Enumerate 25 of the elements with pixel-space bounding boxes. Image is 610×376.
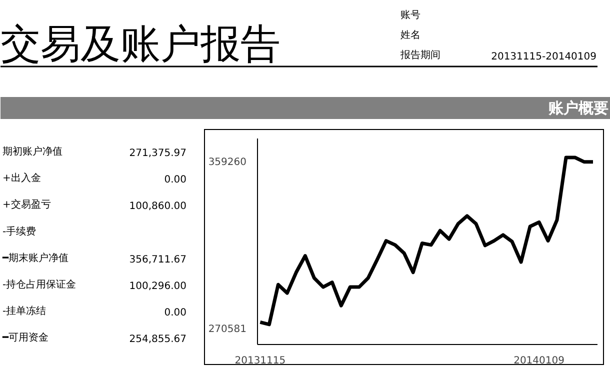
- text: 100,860.00: [129, 201, 187, 212]
- category-label: -手续费: [2, 225, 36, 238]
- category-label: -持仓占用保证金: [2, 278, 76, 290]
- x-tick-label: 20131115: [234, 356, 286, 366]
- text: 100,296.00: [129, 280, 187, 292]
- text: 姓名: [400, 29, 420, 41]
- text: 356,711.67: [129, 254, 187, 266]
- category-label: +出入金: [2, 172, 41, 184]
- y-tick-label: 359260: [208, 157, 247, 168]
- text: 271,375.97: [129, 148, 187, 159]
- y-tick-label: 270581: [208, 324, 247, 335]
- text: 254,855.67: [129, 334, 187, 346]
- text: 0.00: [164, 308, 186, 319]
- category-label: 期初账户净值: [2, 145, 62, 158]
- category-label: ━可用资金: [2, 332, 49, 344]
- text: 交易及账户报告: [0, 22, 280, 68]
- category-label: +交易盈亏: [2, 198, 51, 211]
- x-tick-label: 20140109: [514, 356, 564, 366]
- text: 账号: [400, 9, 420, 21]
- category-label: -挂单冻结: [2, 305, 46, 318]
- text: 0.00: [164, 174, 186, 186]
- text: 账户概要: [548, 99, 608, 117]
- text: 20131115-20140109: [491, 52, 596, 62]
- category-label: ━期末账户净值: [2, 252, 69, 264]
- text: 报告期间: [400, 49, 440, 61]
